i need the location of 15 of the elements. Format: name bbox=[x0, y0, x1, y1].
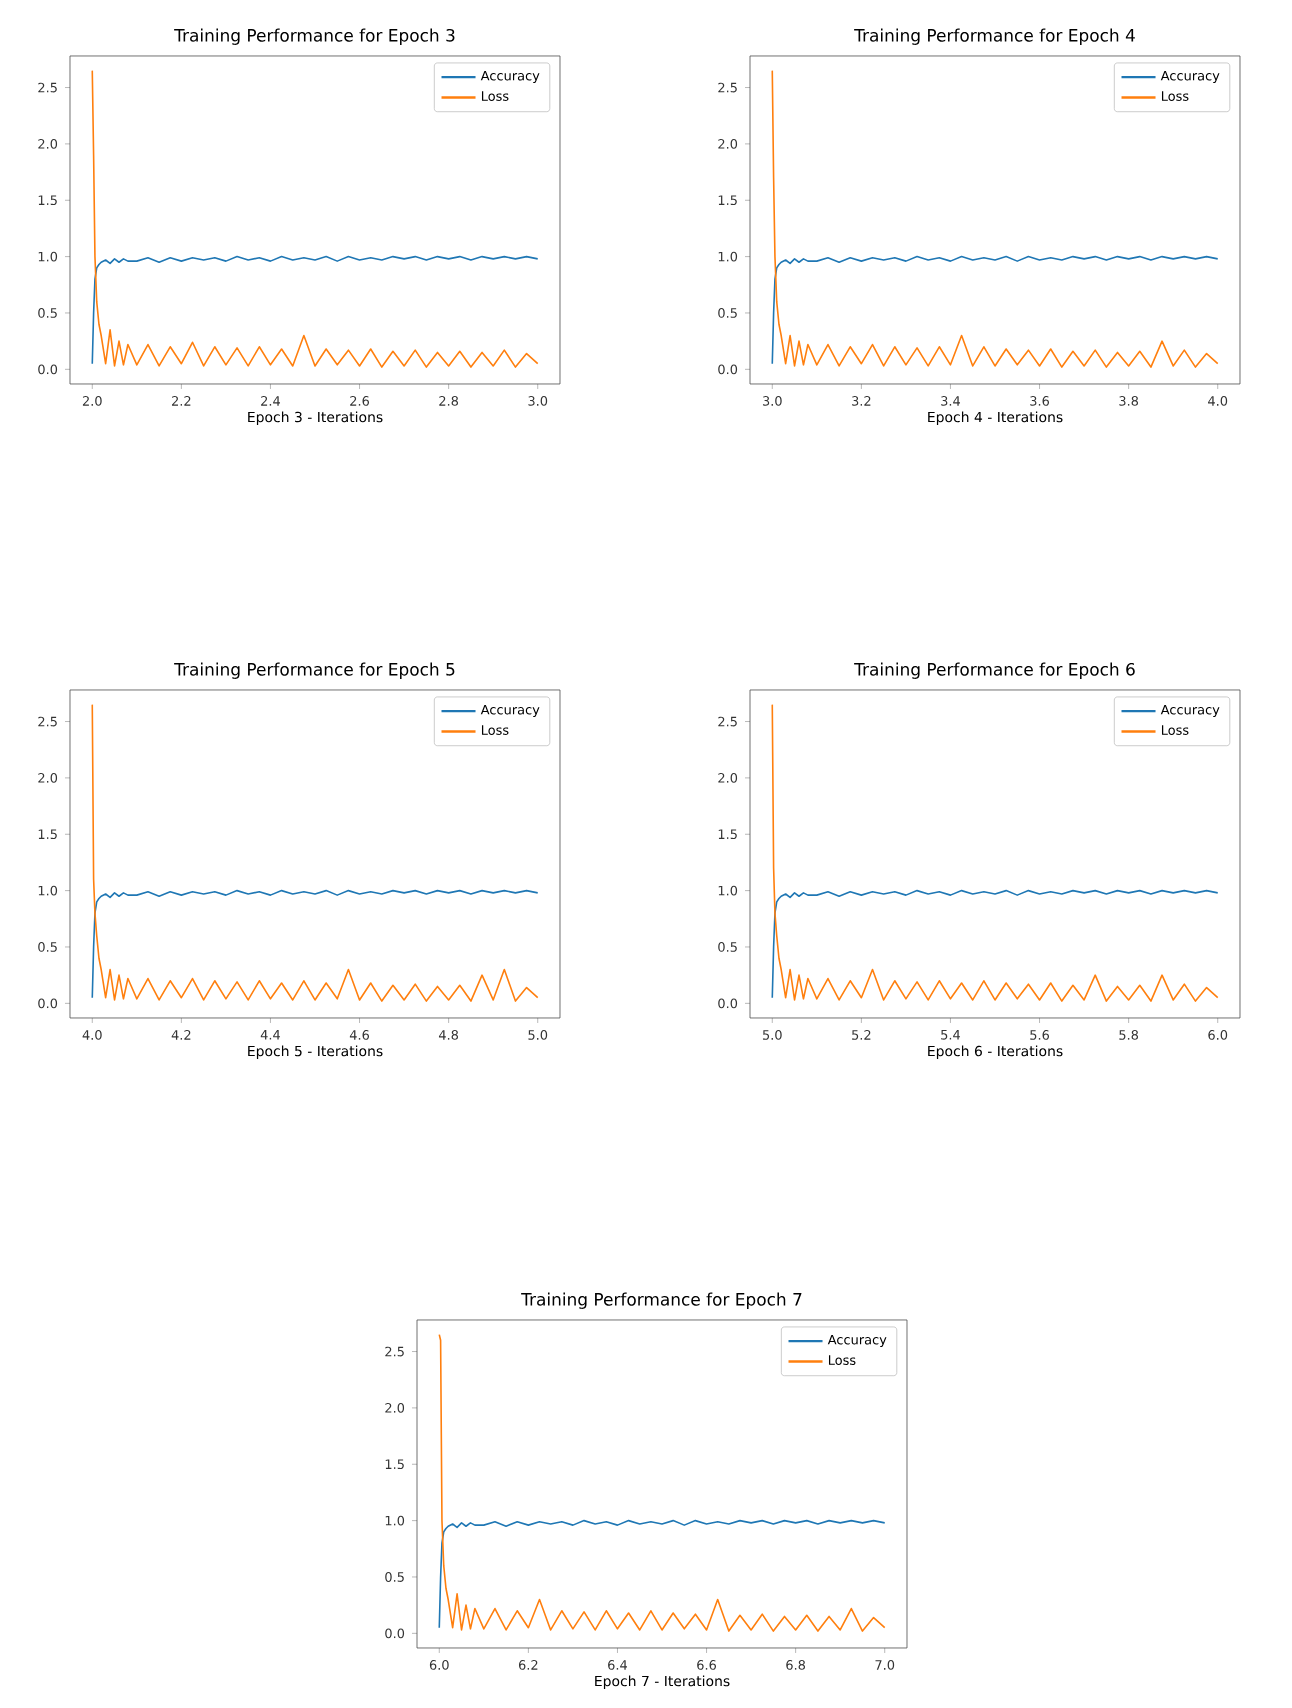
line-series bbox=[91, 255, 539, 365]
line-series bbox=[771, 255, 1219, 365]
line-series bbox=[438, 1519, 886, 1629]
chart-title: Training Performance for Epoch 6 bbox=[854, 662, 1135, 679]
line-series bbox=[771, 69, 1219, 368]
chart-title: Training Performance for Epoch 7 bbox=[521, 1292, 802, 1309]
line-series bbox=[91, 703, 539, 1002]
line-series bbox=[91, 889, 539, 999]
line-series bbox=[771, 889, 1219, 999]
line-series bbox=[91, 69, 539, 368]
chart-title: Training Performance for Epoch 3 bbox=[174, 28, 455, 45]
chart-title: Training Performance for Epoch 4 bbox=[854, 28, 1135, 45]
chart-title: Training Performance for Epoch 5 bbox=[174, 662, 455, 679]
line-series bbox=[771, 703, 1219, 1002]
line-series bbox=[438, 1333, 886, 1632]
